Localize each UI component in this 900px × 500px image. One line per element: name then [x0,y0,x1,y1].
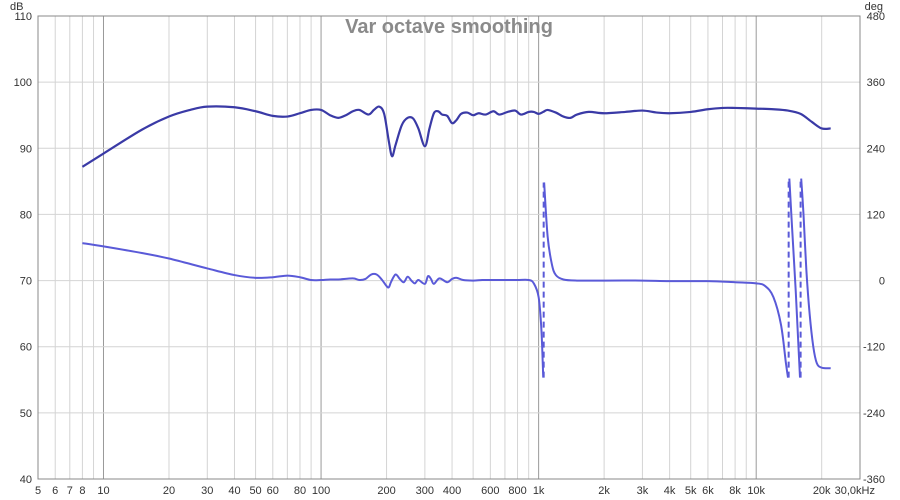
x-tick-label: 600 [481,485,499,497]
x-tick-label: 100 [312,485,330,497]
x-tick-label: 800 [508,485,526,497]
x-tick-label: 7 [67,485,73,497]
y-right-tick-label: -240 [863,408,885,420]
right-unit-label: deg [865,1,883,13]
series-group [81,105,831,378]
x-tick-label: 10k [747,485,765,497]
y-right-tick-label: 480 [867,11,885,23]
x-tick-label: 5 [35,485,41,497]
phase-curve-segment [82,242,545,378]
spl-curve [81,105,831,168]
y-right-tick-label: 120 [867,209,885,221]
y-right-tick-label: 240 [867,143,885,155]
y-left-tick-label: 80 [20,209,32,221]
x-tick-label: 5k [685,485,697,497]
x-tick-label: 20 [163,485,175,497]
x-tick-label: 200 [377,485,395,497]
x-tick-label: 6 [52,485,58,497]
y-left-tick-label: 70 [20,276,32,288]
y-right-tick-label: 0 [879,276,885,288]
x-tick-label: 2k [598,485,610,497]
x-tick-label: 50 [249,485,261,497]
plot-frame [37,15,861,480]
x-ticks: 5 6 7 8 10 20 30 40 50 60 80 100 200 300 400 600 800 1k 2k… [35,485,875,497]
x-tick-label: 300 [416,485,434,497]
y-right-ticks: 480 360 240 120 0 -120 -240 -360 [863,11,885,486]
x-tick-label: 8 [79,485,85,497]
y-right-tick-label: -120 [863,342,885,354]
y-left-tick-label: 90 [20,143,32,155]
y-left-tick-label: 110 [14,11,32,23]
x-tick-label: 4k [664,485,676,497]
x-tick-label: 30,0kHz [835,485,875,497]
x-tick-label: 40 [228,485,240,497]
x-tick-label: 6k [702,485,714,497]
y-left-ticks: 110 100 90 80 70 60 50 40 [14,11,32,486]
y-right-tick-label: -360 [863,474,885,486]
x-tick-label: 400 [443,485,461,497]
phase-curve-segment [543,182,789,378]
phase-curve-segment [788,178,802,378]
x-tick-label: 60 [267,485,279,497]
grid [37,15,861,480]
y-right-tick-label: 360 [867,77,885,89]
y-left-tick-label: 60 [20,342,32,354]
x-tick-label: 3k [637,485,649,497]
y-left-tick-label: 40 [20,474,32,486]
y-left-tick-label: 50 [20,408,32,420]
y-left-tick-label: 100 [14,77,32,89]
x-tick-label: 8k [729,485,741,497]
x-tick-label: 80 [294,485,306,497]
x-tick-label: 1k [533,485,545,497]
x-tick-label: 30 [201,485,213,497]
left-unit-label: dB [10,1,23,13]
chart-title: Var octave smoothing [345,16,553,38]
x-tick-label: 20k [813,485,831,497]
phase-curve-segment [800,178,831,370]
x-tick-label: 10 [97,485,109,497]
